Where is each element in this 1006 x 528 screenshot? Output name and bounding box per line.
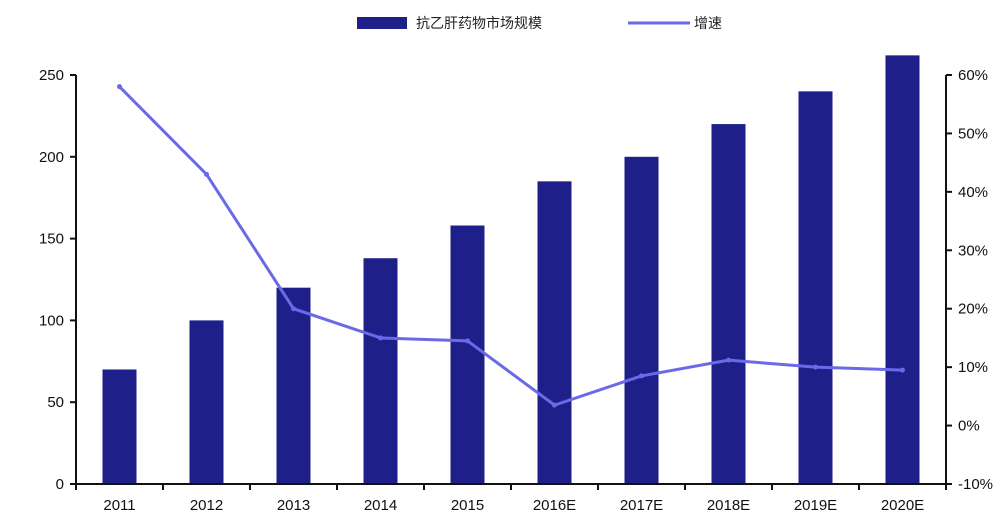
left-tick-label: 250 — [39, 67, 64, 84]
left-tick-label: 0 — [56, 476, 64, 493]
bar-2015 — [450, 225, 485, 484]
bar-2016E — [537, 181, 572, 484]
x-tick-label: 2015 — [451, 497, 484, 514]
left-tick-label: 150 — [39, 231, 64, 248]
legend-line-label: 增速 — [694, 16, 722, 32]
bar-2019E — [798, 91, 833, 485]
x-tick-label: 2012 — [190, 497, 223, 514]
right-tick-label: 40% — [958, 184, 988, 201]
bar-2012 — [189, 320, 224, 484]
right-tick-label: 50% — [958, 125, 988, 142]
growth-point-2017E — [639, 373, 644, 379]
x-tick-label: 2020E — [881, 497, 924, 514]
bar-2020E — [885, 55, 920, 484]
x-tick-label: 2016E — [533, 497, 576, 514]
bars-group — [102, 55, 920, 485]
x-tick-label: 2018E — [707, 497, 750, 514]
growth-point-2018E — [726, 357, 731, 363]
growth-point-2012 — [204, 171, 209, 177]
left-tick-label: 100 — [39, 312, 64, 329]
growth-point-2014 — [378, 335, 383, 341]
x-tick-label: 2014 — [364, 497, 397, 514]
growth-point-2015 — [465, 338, 470, 344]
growth-point-2019E — [813, 364, 818, 370]
x-tick-label: 2017E — [620, 497, 663, 514]
legend-bar-swatch — [357, 17, 407, 29]
right-tick-label: 0% — [958, 418, 980, 435]
growth-point-2013 — [291, 306, 296, 312]
left-tick-label: 50 — [47, 394, 64, 411]
growth-point-2020E — [900, 367, 905, 373]
legend-bar-label: 抗乙肝药物市场规模 — [416, 15, 542, 32]
left-tick-label: 200 — [39, 149, 64, 166]
bar-2018E — [711, 124, 746, 484]
x-tick-label: 2019E — [794, 497, 837, 514]
right-tick-label: 30% — [958, 242, 988, 259]
x-tick-label: 2011 — [103, 497, 135, 514]
bar-2017E — [624, 156, 659, 485]
axes-group: 0 50 100 150 200 250 -10% 0% 10% 20% 30% 40% 50% 60% 2… — [39, 67, 993, 514]
growth-point-2011 — [117, 84, 122, 90]
x-tick-label: 2013 — [277, 497, 310, 514]
bar-2014 — [363, 258, 398, 484]
growth-line-group — [117, 84, 905, 408]
legend: 抗乙肝药物市场规模 增速 — [357, 15, 722, 32]
right-tick-label: 60% — [958, 67, 988, 84]
right-tick-label: -10% — [958, 476, 993, 493]
growth-point-2016E — [552, 402, 557, 408]
bar-2013 — [276, 287, 311, 484]
right-tick-label: 10% — [958, 359, 988, 376]
bar-2011 — [102, 369, 137, 484]
right-tick-label: 20% — [958, 301, 988, 318]
growth-line — [118, 85, 903, 407]
